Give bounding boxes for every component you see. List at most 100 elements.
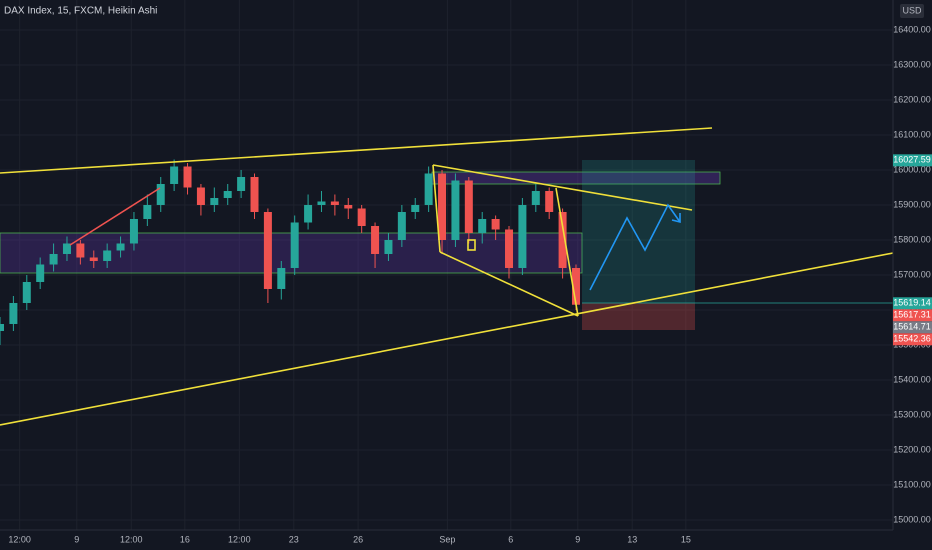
candle-body — [518, 204, 527, 268]
candle-body — [330, 201, 339, 205]
candle-body — [0, 323, 4, 331]
trend-line — [0, 127, 713, 174]
candles — [0, 159, 580, 345]
candle-body — [89, 257, 98, 261]
price-label: 15542.36 — [893, 334, 931, 344]
candle-body — [290, 222, 299, 268]
candle-body — [183, 166, 192, 188]
candle-body — [263, 211, 272, 289]
currency: USD — [902, 5, 922, 15]
candle-body — [357, 208, 366, 226]
candle-body — [464, 180, 473, 233]
y-tick-label: 15900.00 — [893, 199, 931, 209]
candle-body — [76, 243, 85, 258]
x-tick-label: 9 — [575, 534, 580, 544]
candle-body — [531, 190, 540, 205]
arrow-head — [671, 213, 681, 224]
price-label-bg — [893, 297, 932, 310]
candle-body — [170, 166, 179, 184]
candle-body — [116, 243, 125, 251]
candle-body — [545, 190, 554, 212]
candle-body — [411, 204, 420, 212]
candle-body — [397, 211, 406, 240]
candle-body — [491, 218, 500, 230]
candle-body — [424, 173, 433, 205]
candle-body — [103, 250, 112, 261]
candle-body — [558, 211, 567, 268]
candle-body — [277, 267, 286, 289]
candle-body — [505, 229, 514, 268]
candle-body — [62, 243, 71, 254]
loss-box — [582, 303, 695, 330]
x-tick-label: 26 — [353, 534, 363, 544]
candle-body — [250, 176, 259, 212]
wedge-line — [432, 164, 441, 253]
grid — [0, 0, 893, 530]
price-label: 16027.59 — [893, 155, 931, 165]
y-tick-label: 16400.00 — [893, 24, 931, 34]
price-label-bg — [893, 321, 932, 334]
candle-body — [143, 204, 152, 219]
wedge-line — [432, 164, 693, 211]
profit-box — [582, 160, 695, 303]
trend-line — [0, 252, 894, 426]
y-tick-label: 16000.00 — [893, 164, 931, 174]
wedge-line — [555, 187, 579, 317]
x-tick-label: 12:00 — [8, 534, 31, 544]
candle-body — [196, 187, 205, 205]
trend-line — [69, 187, 161, 246]
marker-box — [467, 239, 476, 251]
price-label-bg — [893, 309, 932, 322]
x-tick-label: 12:00 — [120, 534, 143, 544]
price-label: 15614.71 — [893, 322, 931, 332]
wedge-line — [439, 251, 579, 317]
price-label: 15619.14 — [893, 298, 931, 308]
drawings — [0, 127, 894, 426]
candle-body — [384, 239, 393, 254]
candle-body — [22, 281, 31, 303]
labels: 15000.00 15100.00 15200.00 15300.00 15400.00… — [8, 24, 932, 544]
candle-body — [478, 218, 487, 233]
projection — [589, 203, 681, 291]
y-tick-label: 15700.00 — [893, 269, 931, 279]
y-tick-label: 15200.00 — [893, 444, 931, 454]
candle-body — [438, 173, 447, 240]
candle-body — [344, 204, 353, 209]
y-tick-label: 15400.00 — [893, 374, 931, 384]
y-tick-label: 16300.00 — [893, 59, 931, 69]
candle-body — [210, 197, 219, 205]
candle-body — [237, 176, 246, 191]
candle-body — [129, 218, 138, 244]
candle-body — [451, 180, 460, 240]
currency-badge — [900, 4, 924, 18]
candle-body — [371, 225, 380, 254]
x-tick-label: 13 — [627, 534, 637, 544]
y-tick-label: 15100.00 — [893, 479, 931, 489]
candle-body — [49, 253, 58, 265]
candle-body — [317, 201, 326, 205]
x-tick-label: 12:00 — [228, 534, 251, 544]
candle-body — [304, 204, 313, 223]
candle-body — [571, 267, 580, 305]
projection-path — [589, 203, 681, 291]
x-tick-label: 6 — [508, 534, 513, 544]
price-label-bg — [893, 154, 932, 167]
price-axis — [893, 0, 932, 550]
x-tick-label: Sep — [439, 534, 455, 544]
x-tick-label: 15 — [681, 534, 691, 544]
price-label-bg — [893, 333, 932, 346]
x-tick-label: 9 — [74, 534, 79, 544]
x-tick-label: 16 — [180, 534, 190, 544]
candle-body — [36, 264, 45, 282]
y-tick-label: 16100.00 — [893, 129, 931, 139]
x-tick-label: 23 — [289, 534, 299, 544]
y-tick-label: 15000.00 — [893, 514, 931, 524]
price-label: 15617.31 — [893, 310, 931, 320]
candle-body — [223, 190, 232, 198]
y-tick-label: 15300.00 — [893, 409, 931, 419]
y-tick-label: 16200.00 — [893, 94, 931, 104]
chart-title: DAX Index, 15, FXCM, Heikin Ashi — [4, 6, 157, 17]
candle-body — [9, 302, 18, 324]
